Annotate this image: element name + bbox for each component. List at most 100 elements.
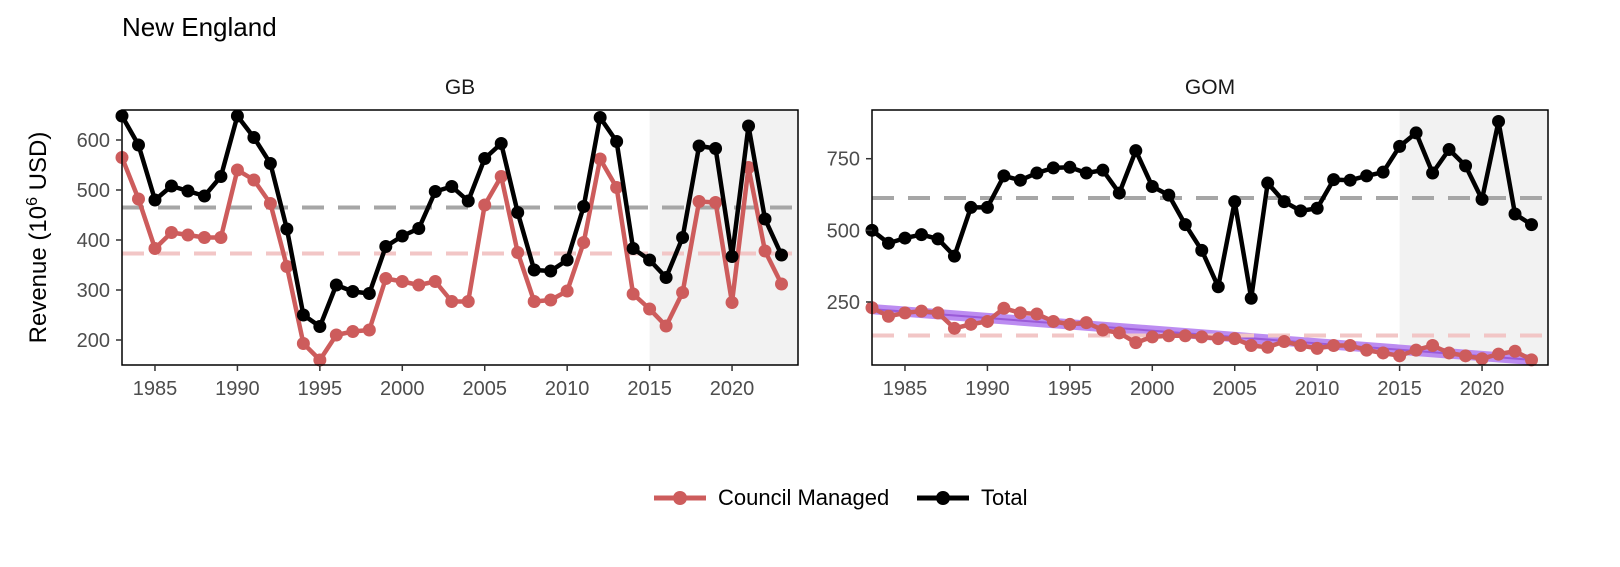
data-point-total — [947, 249, 961, 263]
data-point-total — [1459, 159, 1473, 173]
data-point-total — [1475, 192, 1489, 206]
data-point-total — [148, 193, 162, 207]
data-point-council-managed — [1261, 340, 1275, 354]
data-point-total — [296, 308, 310, 322]
data-point-council-managed — [1294, 339, 1308, 353]
data-point-council-managed — [313, 353, 327, 367]
data-point-council-managed — [329, 328, 343, 342]
data-point-council-managed — [445, 295, 459, 308]
data-point-total — [676, 231, 690, 244]
data-point-council-managed — [1475, 352, 1489, 366]
legend-label-total: Total — [981, 485, 1028, 510]
x-tick-label: 2000 — [380, 378, 425, 400]
data-point-total — [775, 248, 789, 262]
data-point-council-managed — [931, 306, 945, 320]
data-point-total — [131, 138, 145, 152]
panel-gb: GB 1985 1990 1995 2000 2005 2010 2015 2020 200 300… — [24, 76, 799, 400]
legend-key-total — [917, 491, 969, 505]
data-point-council-managed — [280, 260, 294, 273]
data-point-council-managed — [560, 284, 574, 298]
data-point-council-managed — [1442, 346, 1456, 360]
data-point-total — [329, 278, 343, 292]
data-point-total — [313, 320, 327, 333]
data-point-council-managed — [296, 337, 310, 350]
data-point-council-managed — [263, 197, 277, 210]
data-point-council-managed — [1277, 335, 1291, 349]
data-point-total — [914, 228, 928, 242]
data-point-total — [1310, 201, 1324, 215]
data-point-council-managed — [478, 198, 492, 212]
data-point-council-managed — [1211, 332, 1225, 346]
data-point-council-managed — [881, 309, 895, 323]
data-point-total — [1525, 218, 1539, 232]
data-point-council-managed — [1327, 339, 1341, 353]
data-point-council-managed — [626, 287, 640, 301]
data-point-total — [1046, 161, 1060, 175]
data-point-council-managed — [964, 317, 978, 331]
data-point-total — [1376, 165, 1390, 179]
data-point-council-managed — [610, 181, 624, 194]
data-point-council-managed — [676, 286, 690, 299]
data-point-total — [544, 264, 558, 278]
data-point-total — [494, 137, 508, 150]
data-point-total — [1063, 160, 1077, 174]
data-point-total — [1294, 204, 1308, 218]
chart-title: New England — [122, 12, 277, 42]
data-point-council-managed — [577, 236, 591, 249]
data-point-total — [527, 263, 541, 277]
data-point-council-managed — [1426, 339, 1440, 353]
data-point-council-managed — [1360, 343, 1374, 357]
y-tick-label: 750 — [827, 149, 860, 171]
data-point-total — [1442, 143, 1456, 157]
data-point-total — [214, 170, 228, 183]
data-point-total — [346, 285, 360, 298]
data-point-council-managed — [1079, 316, 1093, 330]
data-point-council-managed — [1228, 332, 1242, 346]
data-point-total — [1409, 126, 1423, 140]
data-point-council-managed — [148, 242, 162, 255]
data-point-total — [1343, 173, 1357, 187]
data-point-council-managed — [709, 196, 723, 209]
data-point-council-managed — [1525, 353, 1539, 367]
data-point-total — [445, 180, 459, 193]
data-point-total — [1492, 114, 1506, 128]
data-point-total — [1211, 280, 1225, 294]
data-point-total — [1360, 169, 1374, 183]
data-point-total — [1508, 207, 1522, 221]
x-tick-label: 1985 — [883, 378, 928, 400]
data-point-council-managed — [775, 277, 789, 291]
data-point-council-managed — [659, 319, 673, 333]
data-point-council-managed — [379, 272, 393, 285]
data-point-council-managed — [1063, 317, 1077, 331]
data-point-total — [428, 185, 442, 198]
x-tick-label: 2015 — [627, 378, 672, 400]
data-point-council-managed — [643, 302, 657, 316]
panel-strip-label: GB — [445, 76, 475, 99]
data-point-council-managed — [230, 163, 244, 177]
legend-label-council-managed: Council Managed — [718, 485, 890, 510]
data-point-council-managed — [1195, 330, 1209, 344]
data-point-total — [197, 189, 211, 203]
data-point-total — [626, 242, 640, 255]
legend-item-total: Total — [915, 478, 1027, 518]
x-tick-label: 2005 — [462, 378, 507, 400]
data-point-total — [931, 232, 945, 246]
data-point-total — [610, 135, 624, 148]
y-tick-label: 600 — [77, 130, 110, 152]
data-point-total — [1244, 291, 1258, 305]
y-axis-label: Revenue (106 USD) — [24, 132, 52, 344]
data-point-total — [379, 240, 393, 253]
y-tick-label: 500 — [827, 220, 860, 242]
data-point-council-managed — [914, 304, 928, 318]
panel-gom: GOM 1985 1990 1995 2000 2005 2010 2015 2020 250 50… — [827, 76, 1549, 400]
data-point-total — [1162, 188, 1176, 202]
data-point-total — [412, 222, 426, 235]
x-tick-label: 2015 — [1377, 378, 1422, 400]
data-point-total — [181, 184, 195, 198]
data-point-council-managed — [1030, 307, 1044, 321]
data-point-council-managed — [511, 246, 525, 259]
data-point-council-managed — [593, 152, 607, 166]
panel-strip-label: GOM — [1185, 76, 1235, 99]
data-point-total — [1129, 144, 1143, 158]
data-point-total — [1030, 166, 1044, 180]
